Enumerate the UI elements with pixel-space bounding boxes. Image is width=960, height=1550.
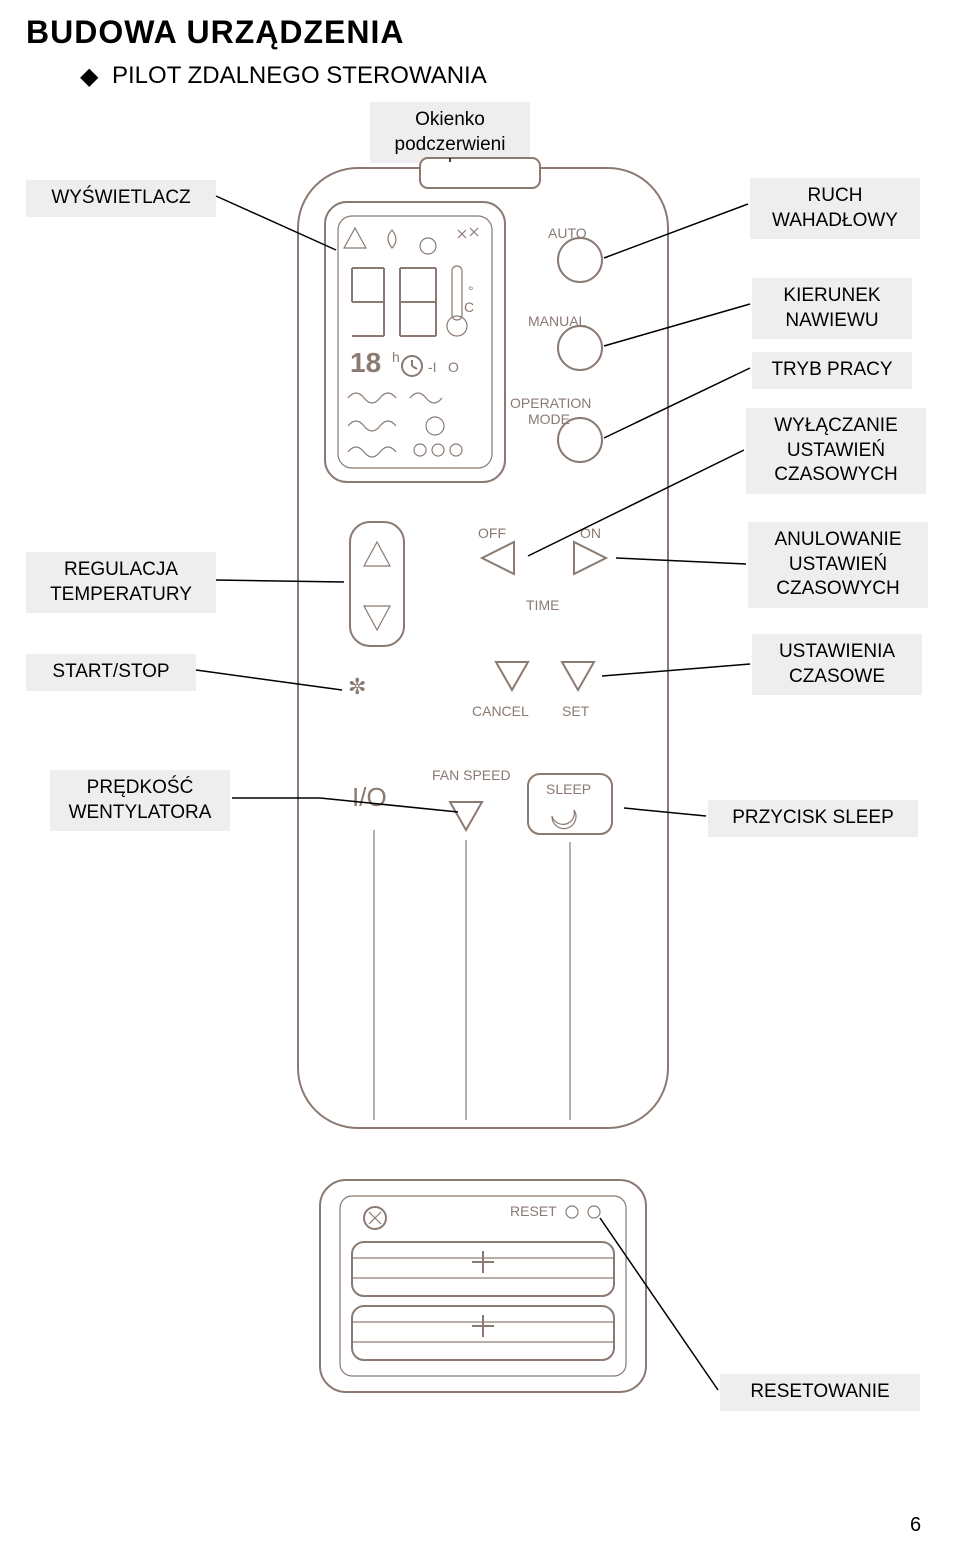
svg-text:SET: SET bbox=[562, 703, 590, 719]
svg-text:FAN SPEED: FAN SPEED bbox=[432, 767, 511, 783]
label-sleep: PRZYCISK SLEEP bbox=[708, 800, 918, 837]
svg-text:18: 18 bbox=[350, 347, 381, 378]
label-ustawienia: USTAWIENIACZASOWE bbox=[752, 634, 922, 695]
label-startstop: START/STOP bbox=[26, 654, 196, 691]
svg-text:I/O: I/O bbox=[352, 782, 387, 812]
svg-text:h: h bbox=[392, 349, 400, 365]
svg-text:MANUAL: MANUAL bbox=[528, 313, 587, 329]
svg-text:C: C bbox=[464, 299, 474, 315]
svg-text:SLEEP: SLEEP bbox=[546, 781, 591, 797]
svg-text:-I: -I bbox=[428, 359, 437, 375]
heading: BUDOWA URZĄDZENIA bbox=[26, 14, 404, 51]
label-wylaczanie: WYŁĄCZANIEUSTAWIEŃCZASOWYCH bbox=[746, 408, 926, 494]
svg-text:AUTO: AUTO bbox=[548, 225, 587, 241]
label-reset: RESETOWANIE bbox=[720, 1374, 920, 1411]
label-wyswietlacz: WYŚWIETLACZ bbox=[26, 180, 216, 217]
page-number: 6 bbox=[910, 1514, 921, 1537]
bullet-icon: ◆ bbox=[80, 62, 98, 91]
label-predkosc: PRĘDKOŚĆWENTYLATORA bbox=[50, 770, 230, 831]
label-ruch: RUCHWAHADŁOWY bbox=[750, 178, 920, 239]
label-kierunek: KIERUNEKNAWIEWU bbox=[752, 278, 912, 339]
svg-text:TIME: TIME bbox=[526, 597, 559, 613]
svg-text:O: O bbox=[448, 359, 459, 375]
remote-diagram: ° C 18 h -I O AUTO MANUAL OPERATIONMODE … bbox=[260, 90, 720, 1410]
svg-text:OFF: OFF bbox=[478, 525, 506, 541]
label-anulowanie: ANULOWANIEUSTAWIEŃCZASOWYCH bbox=[748, 522, 928, 608]
label-regulacja: REGULACJATEMPERATURY bbox=[26, 552, 216, 613]
svg-text:°: ° bbox=[468, 283, 474, 299]
svg-text:ON: ON bbox=[580, 525, 601, 541]
svg-text:CANCEL: CANCEL bbox=[472, 703, 529, 719]
svg-text:✼: ✼ bbox=[348, 674, 366, 699]
label-tryb: TRYB PRACY bbox=[752, 352, 912, 389]
svg-text:RESET: RESET bbox=[510, 1203, 557, 1219]
subtitle: PILOT ZDALNEGO STEROWANIA bbox=[112, 62, 487, 90]
